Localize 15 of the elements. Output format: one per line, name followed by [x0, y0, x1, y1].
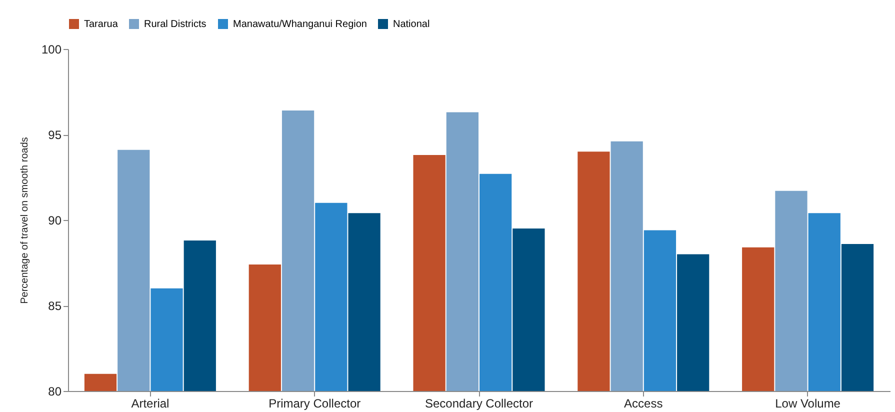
y-tick-label: 80 [48, 384, 62, 398]
y-tick-label: 95 [48, 128, 62, 142]
legend-label: Rural Districts [144, 19, 206, 30]
legend-label: Tararua [84, 19, 118, 30]
x-tick-label: Primary Collector [268, 396, 361, 410]
y-axis-title: Percentage of travel on smooth roads [19, 137, 30, 304]
y-tick-label: 90 [48, 214, 62, 228]
x-tick-label: Access [624, 396, 663, 410]
legend-label: Manawatu/Whanganui Region [233, 19, 367, 30]
x-tick-label: Low Volume [775, 396, 841, 410]
y-tick-label: 85 [48, 299, 62, 313]
x-tick-label: Arterial [131, 396, 170, 410]
y-tick-label: 100 [41, 42, 62, 56]
x-tick-label: Secondary Collector [424, 396, 534, 410]
legend-label: National [393, 19, 430, 30]
